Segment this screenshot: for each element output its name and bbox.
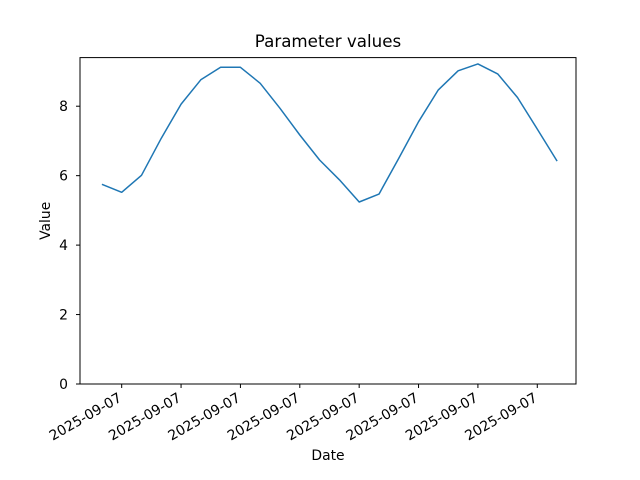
data-line xyxy=(101,63,558,203)
y-tick-label: 2 xyxy=(59,308,68,324)
y-axis-label: Value xyxy=(38,202,54,240)
y-tick-label: 8 xyxy=(59,99,68,115)
y-tick-label: 4 xyxy=(59,238,68,254)
y-tick-label: 0 xyxy=(59,377,68,393)
plot-area-border xyxy=(79,57,577,385)
y-axis-ticks: 0 2 4 6 8 xyxy=(59,99,80,393)
x-axis-label: Date xyxy=(311,448,344,464)
chart-title: Parameter values xyxy=(255,31,401,51)
y-tick-label: 6 xyxy=(59,169,68,185)
